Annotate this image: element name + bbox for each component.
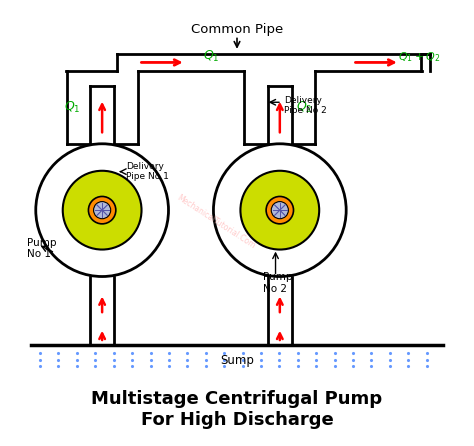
Text: Multistage Centrifugal Pump
For High Discharge: Multistage Centrifugal Pump For High Dis… — [91, 390, 383, 429]
Text: Delivery
Pipe No 1: Delivery Pipe No 1 — [126, 162, 169, 182]
Text: Pump
No 1: Pump No 1 — [27, 238, 57, 259]
Circle shape — [266, 196, 293, 224]
Circle shape — [271, 202, 288, 219]
Text: $Q_1+Q_2$: $Q_1+Q_2$ — [398, 50, 440, 64]
Text: $Q_2$: $Q_2$ — [296, 99, 312, 115]
Text: Pump
No 2: Pump No 2 — [263, 272, 292, 293]
Text: $Q_1$: $Q_1$ — [203, 50, 219, 64]
Text: MechanicalTutorial.Com: MechanicalTutorial.Com — [175, 193, 256, 251]
Text: Delivery
Pipe No 2: Delivery Pipe No 2 — [284, 95, 327, 115]
Circle shape — [63, 171, 142, 250]
Text: $Q_1$: $Q_1$ — [64, 99, 81, 115]
Text: Sump: Sump — [220, 354, 254, 368]
Text: Common Pipe: Common Pipe — [191, 23, 283, 36]
Circle shape — [93, 202, 111, 219]
Circle shape — [240, 171, 319, 250]
Circle shape — [89, 196, 116, 224]
